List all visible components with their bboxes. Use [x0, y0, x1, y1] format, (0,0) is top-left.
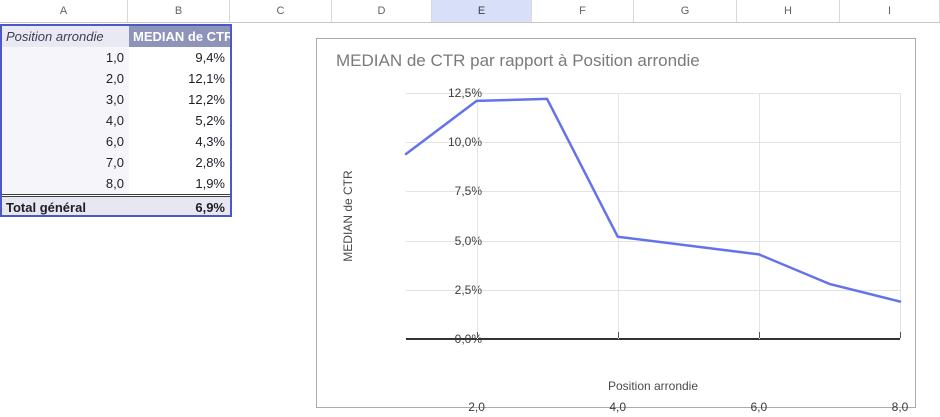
- pivot-row: 7,0 2,8%: [2, 152, 230, 173]
- x-tick-label: 2,0: [468, 400, 485, 414]
- x-tick-mark: [900, 332, 901, 338]
- ctr-cell[interactable]: 5,2%: [129, 110, 230, 131]
- y-tick-label: 7,5%: [454, 184, 482, 199]
- ctr-cell[interactable]: 1,9%: [129, 173, 230, 194]
- v-gridline: [617, 93, 619, 339]
- column-header-H[interactable]: H: [737, 0, 840, 22]
- y-tick-label: 10,0%: [447, 135, 482, 150]
- pivot-row: 4,0 5,2%: [2, 110, 230, 131]
- v-gridline: [476, 93, 478, 339]
- ctr-cell[interactable]: 12,2%: [129, 89, 230, 110]
- ctr-cell[interactable]: 9,4%: [129, 47, 230, 68]
- ctr-cell[interactable]: 12,1%: [129, 68, 230, 89]
- position-cell[interactable]: 4,0: [2, 110, 129, 131]
- x-tick-label: 8,0: [891, 400, 909, 414]
- position-cell[interactable]: 2,0: [2, 68, 129, 89]
- pivot-row: 1,0 9,4%: [2, 47, 230, 68]
- ctr-cell[interactable]: 2,8%: [129, 152, 230, 173]
- x-tick-mark: [617, 332, 619, 338]
- column-header-G[interactable]: G: [634, 0, 737, 22]
- x-axis-title: Position arrondie: [607, 379, 699, 393]
- y-axis-title: MEDIAN de CTR: [341, 170, 355, 262]
- pivot-header-median-ctr[interactable]: MEDIAN de CTR: [129, 26, 230, 47]
- y-tick-label: 5,0%: [454, 233, 482, 248]
- position-cell[interactable]: 7,0: [2, 152, 129, 173]
- x-tick-mark: [476, 332, 478, 338]
- total-label-cell[interactable]: Total général: [2, 197, 129, 215]
- v-gridline: [758, 93, 760, 339]
- pivot-row: 6,0 4,3%: [2, 131, 230, 152]
- total-value-cell[interactable]: 6,9%: [129, 197, 230, 215]
- position-cell[interactable]: 1,0: [2, 47, 129, 68]
- pivot-table: Position arrondie MEDIAN de CTR 1,0 9,4% 2…: [0, 24, 232, 217]
- position-cell[interactable]: 3,0: [2, 89, 129, 110]
- pivot-header-position[interactable]: Position arrondie: [2, 26, 129, 47]
- h-gridline: [406, 142, 900, 144]
- pivot-header-row: Position arrondie MEDIAN de CTR: [2, 26, 230, 47]
- column-header-D[interactable]: D: [332, 0, 432, 22]
- x-tick-mark: [758, 332, 760, 338]
- x-tick-label: 6,0: [750, 400, 768, 414]
- chart-title: MEDIAN de CTR par rapport à Position arr…: [336, 51, 700, 70]
- column-header-I[interactable]: I: [840, 0, 940, 22]
- column-header-C[interactable]: C: [230, 0, 332, 22]
- pivot-row: 8,0 1,9%: [2, 173, 230, 194]
- position-cell[interactable]: 6,0: [2, 131, 129, 152]
- ctr-cell[interactable]: 4,3%: [129, 131, 230, 152]
- line-series: [404, 97, 902, 303]
- v-gridline: [900, 93, 901, 339]
- chart[interactable]: MEDIAN de CTR par rapport à Position arr…: [316, 38, 916, 414]
- column-header-B[interactable]: B: [128, 0, 230, 22]
- plot-area: 0,0% 2,5% 5,0% 7,5% 10,0% 12,5% 2,0 4,0 6,0 8,0: [404, 86, 908, 414]
- position-cell[interactable]: 8,0: [2, 173, 129, 194]
- pivot-row: 3,0 12,2%: [2, 89, 230, 110]
- column-header-A[interactable]: A: [0, 0, 128, 22]
- column-header-F[interactable]: F: [532, 0, 634, 22]
- pivot-row: 2,0 12,1%: [2, 68, 230, 89]
- column-header-E[interactable]: E: [432, 0, 532, 22]
- h-gridline: [406, 191, 900, 193]
- pivot-total-row: Total général 6,9%: [2, 194, 230, 215]
- h-gridline: [406, 289, 900, 291]
- x-axis-line: [406, 338, 900, 340]
- x-tick-label: 4,0: [609, 400, 627, 414]
- h-gridline: [406, 93, 900, 94]
- y-tick-label: 12,5%: [447, 86, 482, 100]
- y-tick-label: 2,5%: [454, 282, 482, 297]
- y-tick-label: 0,0%: [454, 332, 482, 346]
